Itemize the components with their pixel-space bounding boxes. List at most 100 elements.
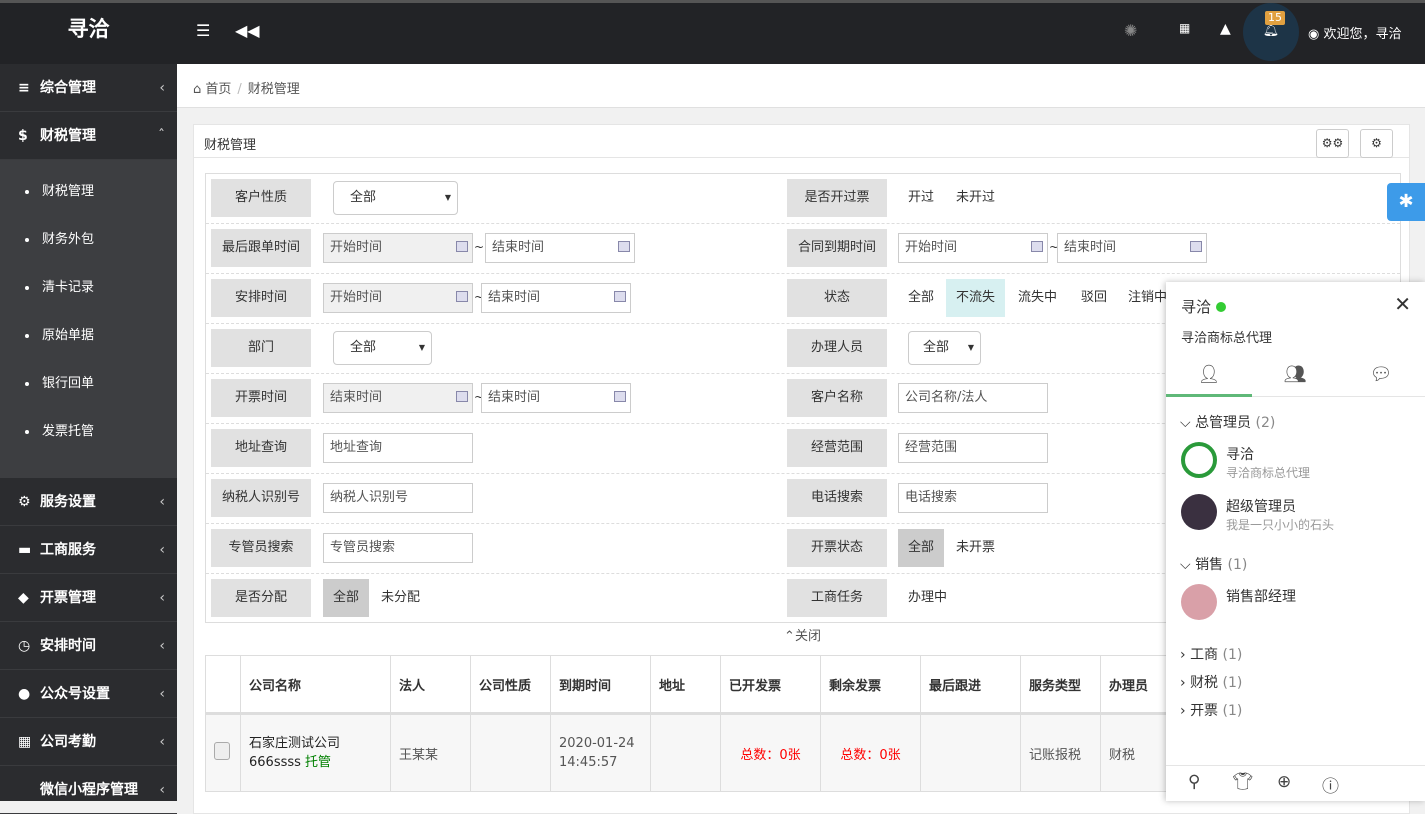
breadcrumb: ⌂ 首页 / 财税管理 <box>177 64 1425 108</box>
label: 地址查询 <box>211 429 311 467</box>
label: 办理人员 <box>787 329 887 367</box>
sidebar: ≡ 综合管理 ‹ $ 财税管理 ˆ 财税管理 财务外包 清卡记录 原始单据 银行回单 发… <box>0 64 177 814</box>
label: 开票时间 <box>211 379 311 417</box>
tab-messages-icon[interactable]: 💬︎ <box>1369 364 1393 385</box>
contract-due-end[interactable]: 结束时间 <box>1057 233 1207 263</box>
chevron-up-icon: ˆ <box>158 128 165 144</box>
submenu-item[interactable]: 财务外包 <box>0 216 177 264</box>
sidebar-item-finance[interactable]: $ 财税管理 ˆ <box>0 112 177 160</box>
sidebar-item-schedule[interactable]: ◷ 安排时间 ‹ <box>0 622 177 670</box>
search-icon[interactable]: ⚲ <box>1188 772 1201 792</box>
avatar <box>1181 584 1217 620</box>
status-all[interactable]: 全部 <box>908 290 935 305</box>
collapse-icon[interactable]: ◀◀ <box>235 21 260 40</box>
add-icon[interactable]: ⊕ <box>1277 772 1292 792</box>
user-menu[interactable]: ◉ 欢迎您，寻洽 <box>1308 23 1402 42</box>
invoice-time-end[interactable]: 结束时间 <box>481 383 631 413</box>
table-row: 石家庄测试公司 666ssss 托管 王某某 2020-01-24 14:45:57… <box>205 713 1205 792</box>
float-settings-button[interactable]: ✱ <box>1387 183 1425 221</box>
menu-icon[interactable]: ☰ <box>196 21 211 40</box>
avatar <box>1181 442 1217 478</box>
row-checkbox[interactable] <box>214 742 230 760</box>
invoice-time-start[interactable]: 结束时间 <box>323 383 473 413</box>
customer-type-select[interactable]: 全部 <box>333 181 458 215</box>
tab-groups-icon[interactable]: 👥︎ <box>1283 364 1307 385</box>
handler-select[interactable]: 全部 <box>908 331 981 365</box>
warning-icon[interactable]: ▲ <box>1220 21 1231 37</box>
data-table: 公司名称 法人 公司性质 到期时间 地址 已开发票 剩余发票 最后跟进 服务类型… <box>205 655 1205 792</box>
status-not-lost[interactable]: 不流失 <box>946 279 1006 317</box>
group-invoice[interactable]: › 开票 (1) <box>1180 703 1243 719</box>
last-follow-start[interactable]: 开始时间 <box>323 233 473 263</box>
sidebar-item-business[interactable]: ▬ 工商服务 ‹ <box>0 526 177 574</box>
member-item[interactable]: 销售部经理 <box>1181 584 1421 624</box>
sidebar-item-miniprogram[interactable]: 微信小程序管理 ‹ <box>0 766 177 814</box>
label: 安排时间 <box>40 638 96 654</box>
group-sales[interactable]: ⌵ 销售 (1) <box>1180 557 1248 573</box>
label: 客户名称 <box>787 379 887 417</box>
chevron-left-icon: ‹ <box>159 590 165 606</box>
breadcrumb-home[interactable]: 首页 <box>205 82 232 97</box>
info-icon[interactable]: ⓘ <box>1322 777 1339 797</box>
collapse-filter-button[interactable]: ⌃关闭 <box>784 629 821 644</box>
option-invoiced[interactable]: 开过 <box>908 190 935 205</box>
submenu-item[interactable]: 发票托管 <box>0 408 177 456</box>
assigned-no[interactable]: 未分配 <box>381 590 421 605</box>
group-finance[interactable]: › 财税 (1) <box>1180 675 1243 691</box>
qrcode-icon[interactable]: ▦ <box>1179 21 1191 35</box>
calendar-icon <box>618 241 630 252</box>
invoice-status-none[interactable]: 未开票 <box>956 540 996 555</box>
submenu-item[interactable]: 财税管理 <box>0 168 177 216</box>
skin-icon[interactable]: 👕︎ <box>1232 772 1254 792</box>
status-cancelling[interactable]: 注销中 <box>1128 290 1168 305</box>
sidebar-item-attendance[interactable]: ▦ 公司考勤 ‹ <box>0 718 177 766</box>
address-input[interactable]: 地址查询 <box>323 433 473 463</box>
option-not-invoiced[interactable]: 未开过 <box>956 190 996 205</box>
invoice-status-all[interactable]: 全部 <box>898 529 945 567</box>
phone-input[interactable]: 电话搜索 <box>898 483 1048 513</box>
panel-title: 财税管理 <box>194 125 1409 158</box>
manager-input[interactable]: 专管员搜索 <box>323 533 473 563</box>
company-name[interactable]: 石家庄测试公司 <box>249 736 341 751</box>
label: 综合管理 <box>40 80 96 96</box>
contract-due-start[interactable]: 开始时间 <box>898 233 1048 263</box>
status-losing[interactable]: 流失中 <box>1018 290 1058 305</box>
customer-name-input[interactable]: 公司名称/法人 <box>898 383 1048 413</box>
schedule-start[interactable]: 开始时间 <box>323 283 473 313</box>
submenu-item[interactable]: 银行回单 <box>0 360 177 408</box>
submenu-item[interactable]: 原始单据 <box>0 312 177 360</box>
assigned-all[interactable]: 全部 <box>323 579 370 617</box>
dept-select[interactable]: 全部 <box>333 331 432 365</box>
settings-cogs-button[interactable]: ⚙⚙ <box>1316 129 1349 158</box>
col-header: 服务类型 <box>1020 655 1101 715</box>
group-admins[interactable]: ⌵ 总管理员 (2) <box>1180 415 1276 431</box>
calendar-icon <box>456 241 468 252</box>
calendar-icon <box>456 391 468 402</box>
calendar-icon <box>614 291 626 302</box>
sidebar-item-general[interactable]: ≡ 综合管理 ‹ <box>0 64 177 112</box>
close-icon[interactable]: ✕ <box>1394 292 1411 316</box>
biz-task-processing[interactable]: 办理中 <box>908 590 948 605</box>
scope-input[interactable]: 经营范围 <box>898 433 1048 463</box>
label: 工商服务 <box>40 542 96 558</box>
sliders-icon: ≡ <box>18 80 30 96</box>
submenu-item[interactable]: 清卡记录 <box>0 264 177 312</box>
remaining-invoices: 总数：0张 <box>820 713 921 792</box>
status-rejected[interactable]: 驳回 <box>1081 290 1108 305</box>
sidebar-item-service[interactable]: ⚙ 服务设置 ‹ <box>0 478 177 526</box>
last-follow-end[interactable]: 结束时间 <box>485 233 635 263</box>
sidebar-item-wechat[interactable]: ● 公众号设置 ‹ <box>0 670 177 718</box>
chevron-left-icon: ‹ <box>159 782 165 798</box>
tab-friends-icon[interactable]: 👤︎ <box>1166 357 1252 397</box>
taxid-input[interactable]: 纳税人识别号 <box>323 483 473 513</box>
group-business[interactable]: › 工商 (1) <box>1180 647 1243 663</box>
label: 最后跟单时间 <box>211 229 311 267</box>
sidebar-item-invoice[interactable]: ◆ 开票管理 ‹ <box>0 574 177 622</box>
loading-icon[interactable]: ✺ <box>1124 21 1138 40</box>
label: 开票管理 <box>40 590 96 606</box>
schedule-end[interactable]: 结束时间 <box>481 283 631 313</box>
member-item[interactable]: 寻洽 寻洽商标总代理 <box>1181 442 1421 482</box>
settings-button[interactable]: ⚙ <box>1360 129 1393 158</box>
filter-form: 客户性质 全部 是否开过票 开过 未开过 最后跟单时间 开始时间 ~ 结束时间 … <box>205 173 1401 623</box>
member-item[interactable]: 超级管理员 我是一只小小的石头 <box>1181 494 1421 534</box>
